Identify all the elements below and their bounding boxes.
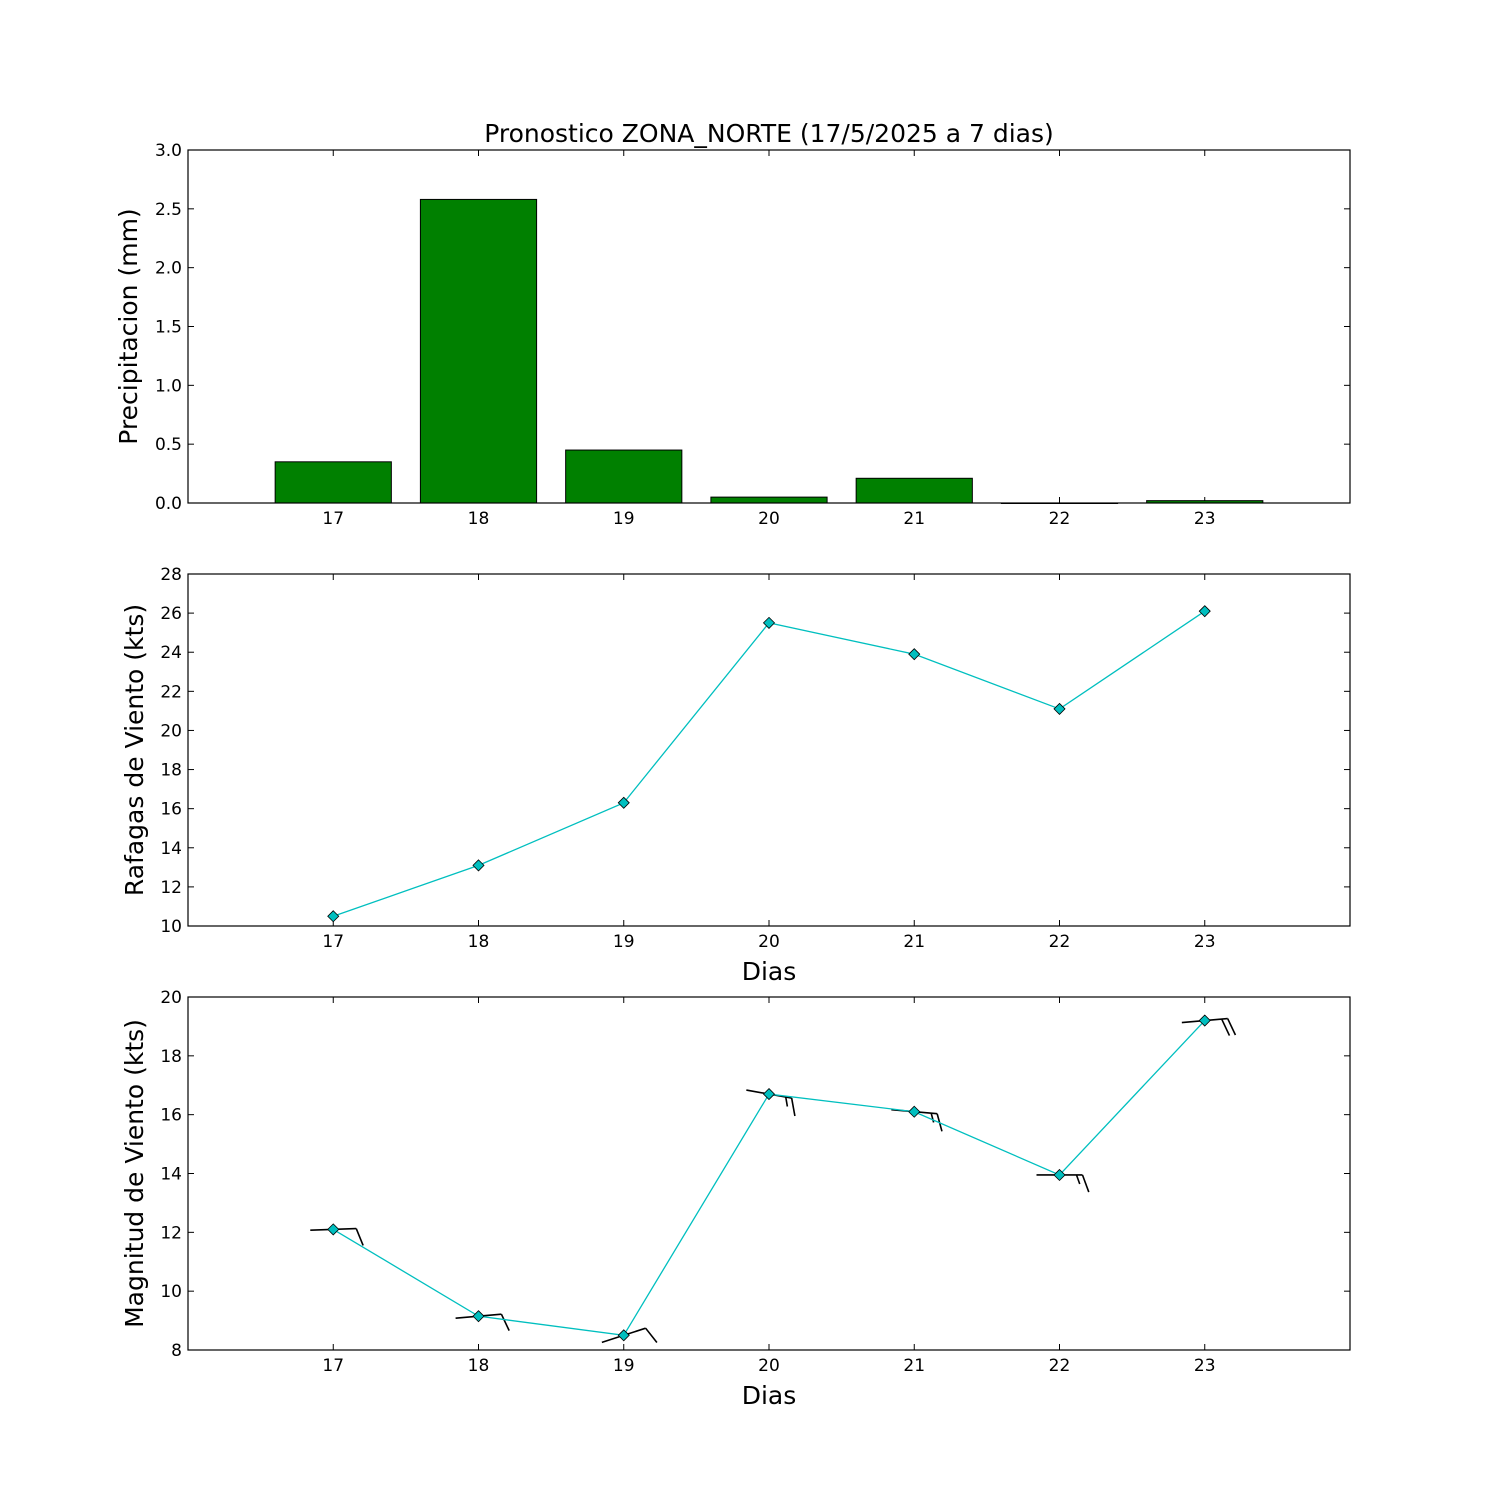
chart-title: Pronostico ZONA_NORTE (17/5/2025 a 7 dia…: [484, 119, 1054, 148]
y-tick-label: 2.5: [155, 200, 182, 220]
data-point-marker: [762, 616, 776, 629]
x-tick-label: 21: [903, 509, 925, 529]
x-tick-label: 17: [322, 1356, 344, 1376]
wind-barb-full: [355, 1228, 364, 1246]
data-point-marker: [327, 910, 340, 923]
y-tick-label: 18: [160, 761, 182, 781]
data-point-marker: [617, 796, 630, 809]
x-tick-label: 21: [903, 932, 925, 952]
y-axis-label: Rafagas de Viento (kts): [120, 604, 149, 896]
y-tick-label: 2.0: [155, 259, 182, 279]
y-axis-label: Precipitacion (mm): [114, 208, 143, 444]
y-tick-label: 1.5: [155, 318, 182, 338]
x-tick-label: 22: [1049, 1356, 1071, 1376]
y-tick-label: 20: [160, 988, 182, 1008]
axes-frame: [187, 996, 1351, 1351]
y-tick-label: 14: [160, 1165, 182, 1185]
x-axis-label: Dias: [742, 1381, 797, 1410]
x-tick-label: 23: [1194, 509, 1216, 529]
x-tick-label: 22: [1049, 509, 1071, 529]
wind-barb-half: [784, 1096, 789, 1107]
wind-magnitude-panel: 8 10 12 14 16 18 20 17 18 19 20 21 22 23 Magnitud de V…: [120, 988, 1351, 1410]
data-point-marker: [908, 1105, 921, 1118]
y-tick-label: 3.0: [155, 141, 182, 161]
y-tick-label: 0.5: [155, 435, 182, 455]
axes-frame: [187, 149, 1351, 504]
x-tick-label: 17: [322, 932, 344, 952]
x-tick-label: 19: [613, 1356, 635, 1376]
precipitation-bar: [274, 461, 392, 504]
x-tick-label: 20: [758, 932, 780, 952]
wind-barb-full: [790, 1097, 796, 1117]
x-axis-label: Dias: [742, 957, 797, 986]
data-point-marker: [472, 859, 485, 872]
y-tick-label: 16: [160, 1106, 182, 1126]
y-tick-label: 12: [160, 1223, 182, 1243]
wind-gusts-panel: 10 12 14 16 18 20 22 24 26 28 17 18 19 20 21 22 23 Rafaga…: [120, 565, 1351, 986]
y-tick-label: 20: [160, 721, 182, 741]
x-tick-label: 19: [613, 932, 635, 952]
data-point-marker: [617, 1329, 630, 1342]
y-tick-label: 0.0: [155, 494, 182, 514]
wind-barb-full: [1220, 1018, 1231, 1036]
wind-barb-full: [500, 1313, 510, 1331]
data-point-marker: [762, 1088, 776, 1101]
precipitation-panel: 0.0 0.5 1.0 1.5 2.0 2.5 3.0 17 18 19 20 21 22 23 Preci…: [114, 141, 1351, 529]
axes-frame: [187, 573, 1351, 927]
x-tick-label: 20: [758, 1356, 780, 1376]
wind-barb-half: [1075, 1174, 1081, 1185]
wind-barb-half: [930, 1113, 935, 1123]
data-point-marker: [1053, 1168, 1066, 1182]
data-point-marker: [1198, 1014, 1211, 1027]
y-tick-label: 18: [160, 1047, 182, 1067]
x-tick-label: 18: [468, 932, 490, 952]
wind-barb-full: [644, 1327, 658, 1343]
wind-barb-full: [1081, 1174, 1090, 1193]
x-tick-label: 21: [903, 1356, 925, 1376]
x-tick-label: 23: [1194, 1356, 1216, 1376]
data-point-marker: [327, 1223, 340, 1236]
x-tick-label: 17: [322, 509, 344, 529]
data-point-marker: [472, 1310, 485, 1323]
precipitation-bar: [855, 477, 973, 504]
y-tick-label: 12: [160, 878, 182, 898]
wind-barb-full: [1226, 1018, 1237, 1036]
x-tick-label: 18: [468, 1356, 490, 1376]
y-tick-label: 1.0: [155, 376, 182, 396]
y-tick-label: 22: [160, 682, 182, 702]
x-tick-label: 18: [468, 509, 490, 529]
data-point-marker: [1198, 605, 1211, 618]
y-axis-label: Magnitud de Viento (kts): [120, 1019, 149, 1328]
data-point-marker: [908, 648, 921, 661]
x-tick-label: 20: [758, 509, 780, 529]
y-tick-label: 16: [160, 800, 182, 820]
y-tick-label: 26: [160, 604, 182, 624]
data-point-marker: [1053, 702, 1066, 715]
precipitation-bar: [419, 198, 538, 504]
y-tick-label: 24: [160, 643, 182, 663]
y-tick-label: 10: [160, 917, 182, 937]
precipitation-bar: [565, 449, 683, 504]
precipitation-bar: [710, 496, 828, 504]
x-tick-label: 19: [613, 509, 635, 529]
y-tick-label: 10: [160, 1282, 182, 1302]
x-tick-label: 23: [1194, 932, 1216, 952]
y-tick-label: 14: [160, 839, 182, 859]
x-tick-label: 22: [1049, 932, 1071, 952]
y-tick-label: 28: [160, 565, 182, 585]
y-tick-label: 8: [171, 1341, 182, 1361]
